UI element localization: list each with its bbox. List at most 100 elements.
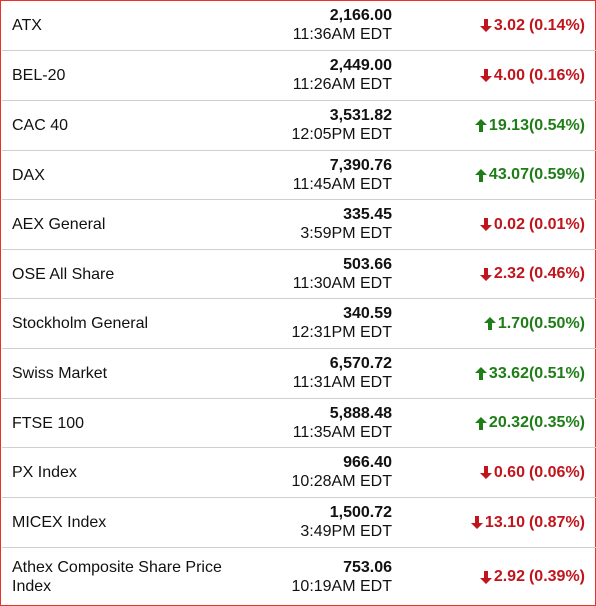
table-row[interactable]: FTSE 100 5,888.48 11:35AM EDT 20.32 (0.35%)	[2, 399, 596, 448]
index-price: 503.66	[343, 255, 392, 273]
change-value: 19.13	[488, 116, 529, 134]
change-percent: (0.06%)	[528, 463, 585, 481]
index-name[interactable]: Stockholm General	[12, 315, 149, 332]
index-name[interactable]: ATX	[12, 17, 42, 34]
index-price: 5,888.48	[329, 404, 392, 422]
index-change: 2.92 (0.39%)	[479, 548, 585, 606]
index-price: 1,500.72	[329, 504, 392, 521]
change-value: 4.00	[493, 66, 525, 84]
index-change: 13.10 (0.87%)	[470, 498, 585, 547]
quote-time: 11:26AM EDT	[292, 76, 392, 93]
index-price: 340.59	[343, 305, 392, 322]
table-row[interactable]: OSE All Share 503.66 11:30AM EDT 2.32 (0.46%…	[2, 250, 596, 299]
table-row[interactable]: Swiss Market 6,570.72 11:31AM EDT 33.62 (0.5…	[2, 349, 596, 399]
table-row[interactable]: ATX 2,166.00 11:36AM EDT 3.02 (0.14%)	[2, 1, 596, 51]
arrow-up-icon	[474, 367, 487, 380]
index-change: 1.70 (0.50%)	[483, 299, 585, 348]
index-name[interactable]: CAC 40	[12, 117, 69, 134]
quote-time: 11:30AM EDT	[292, 274, 392, 292]
change-value: 1.70	[497, 314, 529, 332]
change-value: 3.02	[493, 16, 525, 34]
index-change: 4.00 (0.16%)	[479, 51, 585, 100]
index-name[interactable]: DAX	[12, 166, 45, 184]
quote-time: 3:59PM EDT	[300, 225, 392, 242]
table-row[interactable]: BEL-20 2,449.00 11:26AM EDT 4.00 (0.16%)	[2, 51, 596, 101]
change-value: 0.02	[493, 215, 525, 233]
table-row[interactable]: Athex Composite Share Price Index 753.06 1…	[2, 548, 596, 606]
change-percent: (0.87%)	[528, 513, 585, 531]
table-row[interactable]: Stockholm General 340.59 12:31PM EDT 1.70 (0…	[2, 299, 596, 349]
quote-time: 11:45AM EDT	[292, 175, 392, 193]
index-name[interactable]: PX Index	[12, 464, 77, 481]
arrow-up-icon	[474, 119, 487, 132]
quote-time: 11:36AM EDT	[292, 26, 392, 43]
quote-time: 10:28AM EDT	[291, 473, 392, 490]
arrow-down-icon	[479, 267, 492, 281]
table-row[interactable]: DAX 7,390.76 11:45AM EDT 43.07 (0.59%)	[2, 151, 596, 200]
change-percent: (0.01%)	[528, 215, 585, 233]
change-value: 2.92	[493, 568, 525, 585]
index-price: 6,570.72	[329, 355, 392, 372]
table-row[interactable]: CAC 40 3,531.82 12:05PM EDT 19.13 (0.54%)	[2, 101, 596, 151]
index-change: 33.62 (0.51%)	[474, 349, 585, 398]
index-change: 43.07 (0.59%)	[474, 151, 585, 199]
quote-cell: 753.06 10:19AM EDT	[292, 548, 392, 606]
quote-cell: 6,570.72 11:31AM EDT	[293, 349, 392, 398]
change-percent: (0.46%)	[528, 265, 585, 282]
quote-cell: 3,531.82 12:05PM EDT	[292, 101, 392, 150]
arrow-down-icon	[479, 218, 492, 231]
quote-cell: 340.59 12:31PM EDT	[292, 299, 392, 348]
arrow-down-icon	[479, 19, 492, 32]
arrow-up-icon	[474, 416, 487, 430]
index-change: 0.02 (0.01%)	[479, 200, 585, 249]
arrow-up-icon	[474, 168, 487, 182]
change-value: 43.07	[488, 166, 529, 183]
index-name[interactable]: Athex Composite Share Price Index	[12, 559, 222, 595]
index-change: 2.32 (0.46%)	[479, 250, 585, 298]
index-name[interactable]: BEL-20	[12, 67, 66, 84]
quote-cell: 1,500.72 3:49PM EDT	[300, 498, 392, 547]
change-percent: (0.16%)	[528, 66, 585, 84]
quote-time: 12:05PM EDT	[291, 126, 392, 143]
quote-time: 11:35AM EDT	[292, 423, 392, 441]
change-percent: (0.35%)	[528, 414, 585, 431]
quote-time: 10:19AM EDT	[291, 577, 392, 595]
quote-cell: 503.66 11:30AM EDT	[293, 250, 392, 298]
change-value: 33.62	[488, 364, 529, 382]
arrow-up-icon	[483, 317, 496, 330]
index-price: 7,390.76	[329, 156, 392, 174]
index-change: 3.02 (0.14%)	[479, 1, 585, 50]
quote-cell: 5,888.48 11:35AM EDT	[293, 399, 392, 447]
index-name[interactable]: AEX General	[12, 216, 106, 233]
change-percent: (0.39%)	[528, 568, 585, 585]
index-price: 966.40	[343, 454, 392, 471]
quote-cell: 335.45 3:59PM EDT	[300, 200, 392, 249]
arrow-down-icon	[470, 516, 483, 529]
index-price: 3,531.82	[329, 107, 392, 124]
quote-cell: 2,166.00 11:36AM EDT	[293, 1, 392, 50]
change-value: 0.60	[493, 463, 525, 481]
arrow-down-icon	[479, 69, 492, 82]
arrow-down-icon	[479, 466, 492, 479]
quote-time: 3:49PM EDT	[300, 523, 392, 540]
change-value: 20.32	[488, 414, 529, 431]
change-percent: (0.59%)	[528, 166, 585, 183]
index-price: 2,449.00	[329, 57, 392, 74]
index-name[interactable]: OSE All Share	[12, 265, 115, 283]
index-name[interactable]: FTSE 100	[12, 414, 85, 432]
index-price: 753.06	[343, 558, 392, 576]
index-name[interactable]: Swiss Market	[12, 365, 108, 382]
change-percent: (0.50%)	[528, 314, 585, 332]
arrow-down-icon	[479, 570, 492, 584]
table-row[interactable]: AEX General 335.45 3:59PM EDT 0.02 (0.01%)	[2, 200, 596, 250]
quote-time: 12:31PM EDT	[291, 324, 392, 341]
index-name[interactable]: MICEX Index	[12, 514, 107, 531]
table-row[interactable]: PX Index 966.40 10:28AM EDT 0.60 (0.06%)	[2, 448, 596, 498]
index-price: 2,166.00	[329, 7, 392, 24]
table-row[interactable]: MICEX Index 1,500.72 3:49PM EDT 13.10 (0.87%…	[2, 498, 596, 548]
change-value: 2.32	[493, 265, 525, 282]
index-change: 20.32 (0.35%)	[474, 399, 585, 447]
quote-cell: 966.40 10:28AM EDT	[292, 448, 392, 497]
quote-cell: 7,390.76 11:45AM EDT	[293, 151, 392, 199]
